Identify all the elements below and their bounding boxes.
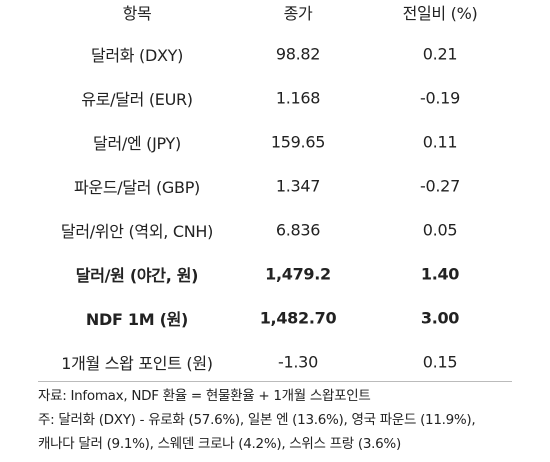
table-cell: 달러/원 (야간, 원) <box>75 266 199 285</box>
table-cell: 6.836 <box>275 220 321 240</box>
table-cell: 0.05 <box>422 220 458 240</box>
table-cell: 0.21 <box>422 44 458 64</box>
table-cell: 달러/엔 (JPY) <box>93 134 181 153</box>
table-cell: 159.65 <box>270 132 326 152</box>
table-cell: -1.30 <box>278 352 318 372</box>
table-cell: 1,479.2 <box>265 264 331 284</box>
header-cell: 항목 <box>122 4 152 23</box>
footnote: 자료: Infomax, NDF 환율 = 현물환율 + 1개월 스왑포인트 <box>38 388 371 404</box>
table-cell: -0.19 <box>420 88 460 108</box>
table-cell: 파운드/달러 (GBP) <box>74 178 200 197</box>
table-cell: 달러화 (DXY) <box>90 46 184 65</box>
table-cell: 1.168 <box>275 88 321 108</box>
table-cell: -0.27 <box>420 176 460 196</box>
table-cell: 달러/위안 (역외, CNH) <box>60 222 214 241</box>
table-cell: 1.40 <box>420 264 460 284</box>
header-cell: 전일비 (%) <box>402 4 478 23</box>
table-cell: 3.00 <box>420 308 460 328</box>
table-cell: 유로/달러 (EUR) <box>81 90 193 109</box>
header-cell: 종가 <box>283 4 313 23</box>
footnote: 캐나다 달러 (9.1%), 스웨덴 크로나 (4.2%), 스위스 프랑 (3… <box>38 436 401 452</box>
separator <box>38 381 512 382</box>
table-cell: NDF 1M (원) <box>85 310 189 329</box>
table-cell: 0.15 <box>422 352 458 372</box>
footnote: 주: 달러화 (DXY) - 유로화 (57.6%), 일본 엔 (13.6%)… <box>38 412 476 428</box>
table-cell: 1.347 <box>275 176 321 196</box>
table-cell: 0.11 <box>422 132 458 152</box>
table-cell: 98.82 <box>275 44 321 64</box>
table-cell: 1,482.70 <box>259 308 337 328</box>
table-cell: 1개월 스왑 포인트 (원) <box>61 354 213 373</box>
